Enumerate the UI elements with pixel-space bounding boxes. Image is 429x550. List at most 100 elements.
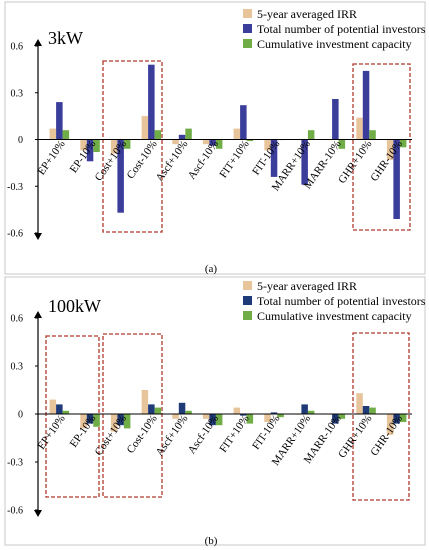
bar [362,406,370,414]
bar [393,414,400,424]
bar [399,139,407,148]
category-label: Ascf-10% [186,413,221,456]
bar [49,128,57,140]
bar [172,139,179,145]
bar [356,117,363,140]
bar [246,414,254,424]
bar [86,414,94,424]
bar [369,130,376,140]
bar [93,414,100,427]
bar [141,390,149,414]
bar [185,128,192,140]
bar [362,70,370,140]
y-tick-label: 0.6 [11,42,24,53]
bar [233,407,241,414]
legend-label: 5-year averaged IRR [257,7,357,21]
legend-label: Cumulative investment capacity [257,37,412,51]
bar [332,414,339,424]
legend-label: Total number of potential investors [257,294,426,308]
bar [141,116,149,140]
y-axis-arrow-up [34,39,42,46]
panel-frame [4,276,426,546]
bar [178,402,186,414]
bar [202,139,210,145]
category-label: EP+10% [35,413,67,452]
bar [264,414,271,422]
bar [62,130,70,140]
y-axis-arrow-down [34,510,42,517]
legend-swatch [243,296,252,305]
highlight-box [352,332,410,501]
bar [154,407,162,414]
category-label: FIT+10% [217,138,251,180]
bar [240,414,247,416]
bar [270,412,278,414]
panel-caption: (b) [205,535,218,547]
bar [307,130,315,140]
y-tick-label: -0.3 [7,458,23,469]
bar [240,105,247,140]
bar [215,139,223,149]
bar [233,128,241,140]
panel-title: 3kW [48,28,83,48]
bar [80,414,87,429]
category-label: EP+10% [35,138,67,177]
bar [215,414,223,426]
panel-a: 3kW (a) 0.60.30-0.3-0.6EP+10% EP-10%Cost+… [4,1,426,275]
bar [399,414,407,422]
category-label: FIT+10% [217,413,251,455]
legend-swatch [243,311,252,320]
bar [62,410,70,414]
bar [393,139,400,219]
bar [148,404,155,414]
category-label: Ascf-10% [186,138,221,181]
bar [178,134,186,140]
bar [301,404,308,414]
panel-caption: (a) [205,263,218,275]
legend-label: 5-year averaged IRR [257,279,357,293]
highlight-box [102,333,163,498]
y-axis-arrow-up [34,311,42,318]
y-tick-label: -0.3 [7,182,23,193]
panel-title: 100kW [48,296,101,316]
bar [123,139,131,149]
bar [356,393,363,414]
bar [110,414,118,432]
highlight-box [352,63,411,231]
y-tick-label: 0.3 [11,362,24,373]
legend-swatch [243,281,252,290]
bar [154,130,162,140]
legend-swatch [243,39,252,48]
bar [277,414,284,418]
bar [80,139,87,151]
y-tick-label: 0 [18,135,23,146]
bar [117,414,124,426]
bar [172,414,179,419]
y-axis-arrow-down [34,233,42,240]
legend-label: Total number of potential investors [257,22,426,36]
highlight-box [102,60,163,233]
bar [264,139,271,151]
bar [270,139,278,177]
y-tick-label: -0.6 [7,506,23,517]
bar [338,414,346,419]
bar [209,139,216,146]
bar [369,407,376,414]
bar [209,414,216,426]
bar [386,139,394,160]
bar [56,404,63,414]
y-tick-label: 0 [18,410,23,421]
panel-b: 100kW (b) 0.60.30-0.3-0.6EP+10% EP-10%Cos… [4,276,426,547]
bar [307,410,315,414]
bar [246,139,254,142]
bar [123,414,131,429]
bar [338,139,346,149]
bar [202,414,210,419]
bar [93,139,100,152]
bar [56,102,63,140]
bar [86,139,94,162]
bar [49,399,57,414]
bar [332,99,339,140]
bar [117,139,124,213]
y-tick-label: 0.6 [11,314,24,325]
